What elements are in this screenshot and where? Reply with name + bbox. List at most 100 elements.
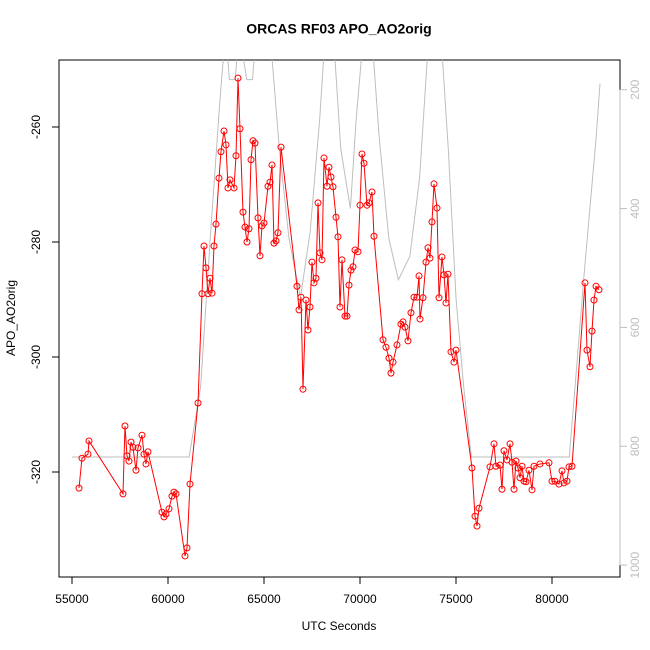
data-point — [181, 552, 189, 560]
data-point — [200, 242, 208, 250]
data-point — [492, 462, 500, 470]
y2-tick-label: 600 — [628, 317, 642, 337]
data-point — [230, 184, 238, 192]
data-point — [512, 457, 520, 465]
data-point — [206, 274, 214, 282]
data-point — [430, 180, 438, 188]
data-point — [297, 293, 305, 301]
data-point — [555, 480, 563, 488]
data-point — [363, 201, 371, 209]
series-line — [71, 60, 601, 458]
data-point — [393, 341, 401, 349]
data-point — [314, 199, 322, 207]
data-point — [312, 274, 320, 282]
data-point — [347, 266, 355, 274]
data-point — [416, 315, 424, 323]
data-point — [84, 450, 92, 458]
data-point — [168, 492, 176, 500]
y2-tick-label: 400 — [628, 198, 642, 218]
data-point — [341, 312, 349, 320]
data-point — [222, 141, 230, 149]
data-point — [320, 154, 328, 162]
data-point — [256, 252, 264, 260]
data-point — [428, 218, 436, 226]
data-point — [498, 485, 506, 493]
data-point — [215, 174, 223, 182]
data-point — [401, 323, 409, 331]
data-point — [334, 233, 342, 241]
data-point — [450, 358, 458, 366]
data-point — [343, 312, 351, 320]
data-point — [389, 358, 397, 366]
data-point — [336, 303, 344, 311]
data-point — [132, 466, 140, 474]
data-point — [568, 462, 576, 470]
y2-tick-label: 800 — [628, 436, 642, 456]
data-point — [332, 213, 340, 221]
data-point — [134, 444, 142, 452]
data-point — [183, 544, 191, 552]
data-point — [438, 253, 446, 261]
data-point — [241, 223, 249, 231]
data-point — [142, 460, 150, 468]
data-point — [382, 343, 390, 351]
data-point — [302, 296, 310, 304]
data-point — [588, 327, 596, 335]
data-point — [121, 422, 129, 430]
y2-tick-label: 1000 — [628, 551, 642, 578]
data-point — [316, 249, 324, 257]
data-point — [186, 480, 194, 488]
data-point — [220, 127, 228, 135]
y-tick-label: -320 — [29, 460, 43, 484]
data-point — [270, 239, 278, 247]
data-point — [272, 237, 280, 245]
data-point — [78, 454, 86, 462]
data-point — [293, 282, 301, 290]
data-point — [75, 484, 83, 492]
data-point — [536, 460, 544, 468]
data-point — [368, 188, 376, 196]
x-tick-label: 70000 — [343, 592, 377, 606]
data-point — [338, 256, 346, 264]
data-point — [249, 137, 257, 145]
data-point — [590, 296, 598, 304]
x-tick-label: 60000 — [151, 592, 185, 606]
data-point — [243, 238, 251, 246]
data-point — [426, 254, 434, 262]
data-point — [349, 263, 357, 271]
data-point — [308, 258, 316, 266]
data-point — [119, 490, 127, 498]
data-point — [435, 294, 443, 302]
data-point — [440, 271, 448, 279]
data-point — [518, 462, 526, 470]
data-point — [410, 293, 418, 301]
data-point — [595, 286, 603, 294]
data-point — [444, 270, 452, 278]
data-point — [563, 477, 571, 485]
data-point — [370, 232, 378, 240]
data-point — [528, 486, 536, 494]
data-point — [327, 173, 335, 181]
data-point — [125, 457, 133, 465]
data-point — [442, 299, 450, 307]
data-point — [325, 163, 333, 171]
data-point — [387, 369, 395, 377]
data-point — [475, 504, 483, 512]
y-tick-label: -260 — [29, 115, 43, 139]
x-axis-label: UTC Seconds — [302, 619, 377, 633]
data-point — [234, 74, 242, 82]
data-point — [404, 337, 412, 345]
data-point — [471, 512, 479, 520]
data-point — [358, 150, 366, 158]
data-point — [506, 440, 514, 448]
data-point — [138, 431, 146, 439]
data-point — [558, 467, 566, 475]
x-tick-label: 80000 — [535, 592, 569, 606]
data-point — [360, 159, 368, 167]
data-point — [548, 477, 556, 485]
data-point — [232, 152, 240, 160]
data-point — [345, 281, 353, 289]
plot-box — [58, 59, 621, 578]
data-point — [318, 256, 326, 264]
